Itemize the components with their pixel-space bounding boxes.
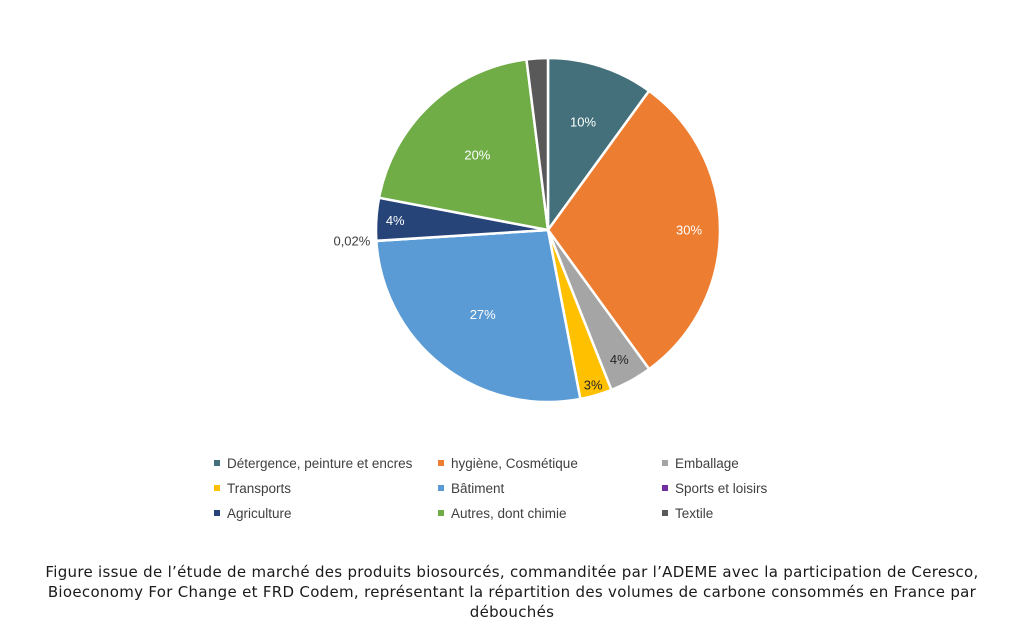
legend-item-2: hygiène, Cosmétique: [438, 455, 662, 471]
legend-label: Détergence, peinture et encres: [227, 455, 413, 471]
pie-slices: [374, 56, 722, 404]
legend-label: Emballage: [675, 455, 739, 471]
legend-item-4: Transports: [214, 480, 438, 496]
figure-caption: Figure issue de l’étude de marché des pr…: [45, 563, 979, 621]
legend-item-8: Autres, dont chimie: [438, 505, 662, 521]
pie-slice-2: [546, 89, 722, 371]
pie-slice-label-4: 3%: [584, 378, 603, 393]
legend-swatch: [214, 460, 220, 466]
legend-label: Transports: [227, 480, 292, 496]
legend-label: Agriculture: [227, 505, 292, 521]
legend-label: hygiène, Cosmétique: [451, 455, 578, 471]
chart-legend: Détergence, peinture et encres hygiène, C…: [214, 455, 814, 521]
legend-swatch: [662, 460, 668, 466]
legend-swatch: [214, 510, 220, 516]
legend-swatch: [662, 510, 668, 516]
legend-swatch: [662, 485, 668, 491]
legend-item-3: Emballage: [662, 455, 814, 471]
legend-item-5: Bâtiment: [438, 480, 662, 496]
legend-swatch: [214, 485, 220, 491]
pie-slice-5: [375, 228, 582, 404]
pie-slice-1: [546, 56, 651, 232]
pie-chart: 10% 30% 4% 3% 27% 0,02% 4% 20%: [333, 56, 722, 404]
pie-slice-label-5: 27%: [470, 307, 496, 322]
pie-slice-label-8: 20%: [464, 147, 490, 162]
legend-item-9: Textile: [662, 505, 814, 521]
pie-slice-9: [525, 56, 550, 232]
legend-label: Textile: [675, 505, 714, 521]
legend-item-1: Détergence, peinture et encres: [214, 455, 438, 471]
legend-item-7: Agriculture: [214, 505, 438, 521]
legend-swatch: [438, 485, 444, 491]
pie-slice-label-3: 4%: [610, 352, 629, 367]
pie-labels: 10% 30% 4% 3% 27% 0,02% 4% 20%: [333, 115, 702, 393]
pie-slice-label-7: 4%: [386, 213, 405, 228]
pie-slice-label-2: 30%: [676, 222, 702, 237]
legend-swatch: [438, 460, 444, 466]
legend-item-6: Sports et loisirs: [662, 480, 814, 496]
pie-slice-label-6: 0,02%: [333, 234, 370, 249]
legend-label: Sports et loisirs: [675, 480, 768, 496]
pie-slice-label-1: 10%: [570, 115, 596, 130]
legend-swatch: [438, 510, 444, 516]
legend-label: Autres, dont chimie: [451, 505, 567, 521]
legend-label: Bâtiment: [451, 480, 505, 496]
pie-slice-8: [377, 58, 550, 232]
